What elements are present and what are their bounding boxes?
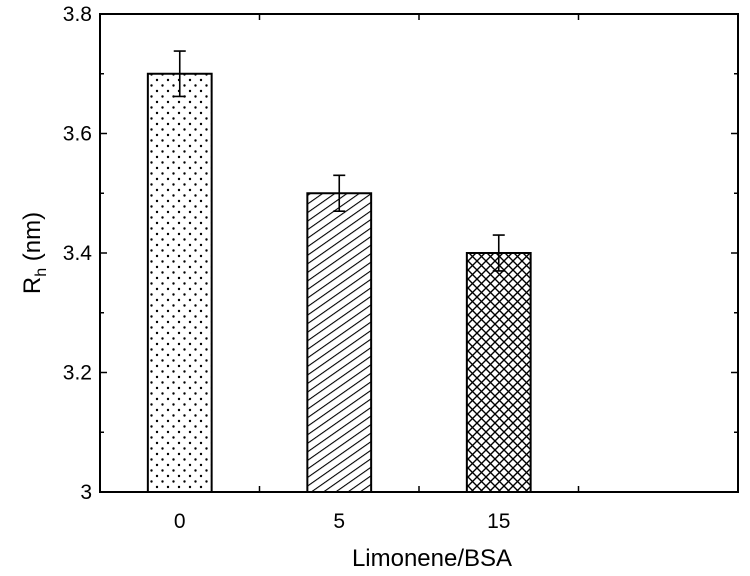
y-tick-label: 3 — [80, 481, 92, 504]
y-tick-label: 3.4 — [63, 242, 93, 265]
x-tick-label: 0 — [174, 510, 186, 533]
y-axis-title: Rh (nm) — [19, 212, 50, 294]
y-tick-label: 3.2 — [63, 362, 92, 385]
x-tick-label: 5 — [333, 510, 345, 533]
error-bar-0 — [173, 50, 186, 98]
y-tick-label: 3.6 — [63, 123, 92, 146]
y-axis-title-main: R — [19, 277, 46, 294]
bar-15 — [465, 252, 532, 493]
x-tick-label: 15 — [487, 510, 510, 533]
bars — [146, 50, 532, 493]
y-tick-label: 3.8 — [63, 3, 92, 26]
x-axis-title: Limonene/BSA — [352, 545, 512, 572]
bar-5 — [306, 192, 373, 493]
y-axis: 3 3.2 3.4 3.6 3.8 — [63, 3, 738, 504]
error-bar-15 — [492, 234, 505, 272]
x-axis: 0 5 15 — [174, 14, 580, 533]
y-axis-title-subscript: h — [33, 268, 50, 277]
y-axis-title-unit: (nm) — [19, 212, 46, 268]
bar-0 — [146, 72, 213, 493]
error-bar-5 — [333, 174, 346, 212]
